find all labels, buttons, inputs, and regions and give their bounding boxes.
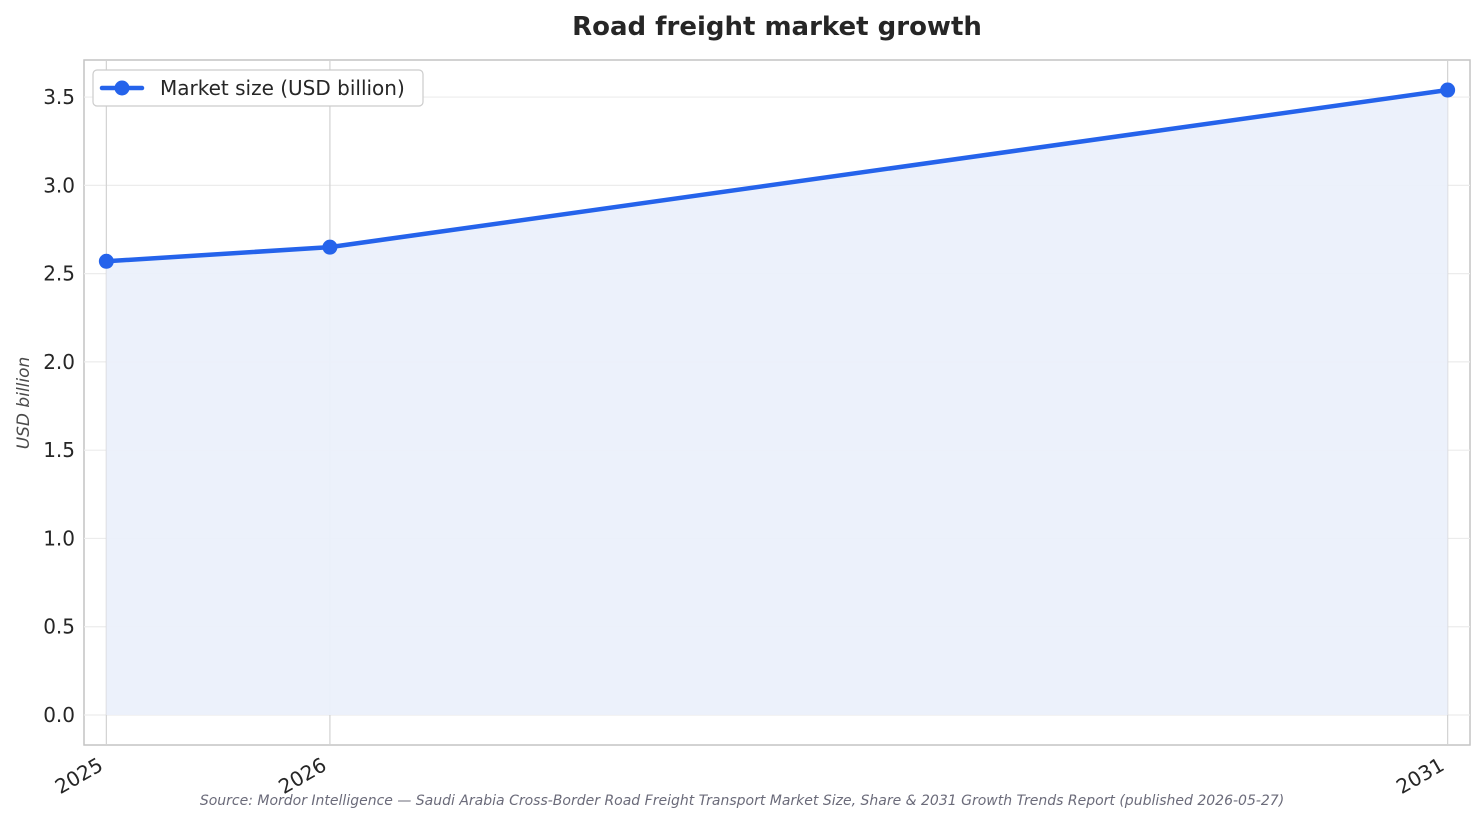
y-tick-label: 1.0 xyxy=(43,526,75,550)
y-tick-label: 3.0 xyxy=(43,173,75,197)
data-point xyxy=(1440,82,1456,98)
y-tick-label: 1.5 xyxy=(43,438,75,462)
series-area xyxy=(106,90,1448,715)
plot-area xyxy=(83,59,1471,746)
data-point xyxy=(322,239,338,255)
y-tick-label: 0.5 xyxy=(43,615,75,639)
y-axis-label: USD billion xyxy=(14,357,34,450)
legend-box xyxy=(92,69,424,107)
x-tick-label: 2025 xyxy=(51,753,107,799)
x-tick-label: 2026 xyxy=(274,753,330,799)
data-point xyxy=(98,253,114,269)
x-tick-label: 2031 xyxy=(1392,753,1448,799)
y-tick-label: 2.5 xyxy=(43,262,75,286)
x-axis-ticks: 2025 2026 2031 xyxy=(51,753,1448,799)
y-tick-label: 0.0 xyxy=(43,703,75,727)
source-note: Source: Mordor Intelligence — Saudi Arab… xyxy=(200,793,1284,809)
chart-title: Road freight market growth xyxy=(572,12,982,42)
legend: Market size (USD billion) xyxy=(92,69,424,107)
legend-swatch-marker xyxy=(114,80,130,96)
y-tick-label: 2.0 xyxy=(43,350,75,374)
point-layer xyxy=(98,82,1456,269)
legend-label: Market size (USD billion) xyxy=(160,76,405,100)
area-layer xyxy=(106,90,1448,715)
y-axis-ticks: 0.0 0.5 1.0 1.5 2.0 2.5 3.0 3.5 xyxy=(43,85,75,727)
y-tick-label: 3.5 xyxy=(43,85,75,109)
